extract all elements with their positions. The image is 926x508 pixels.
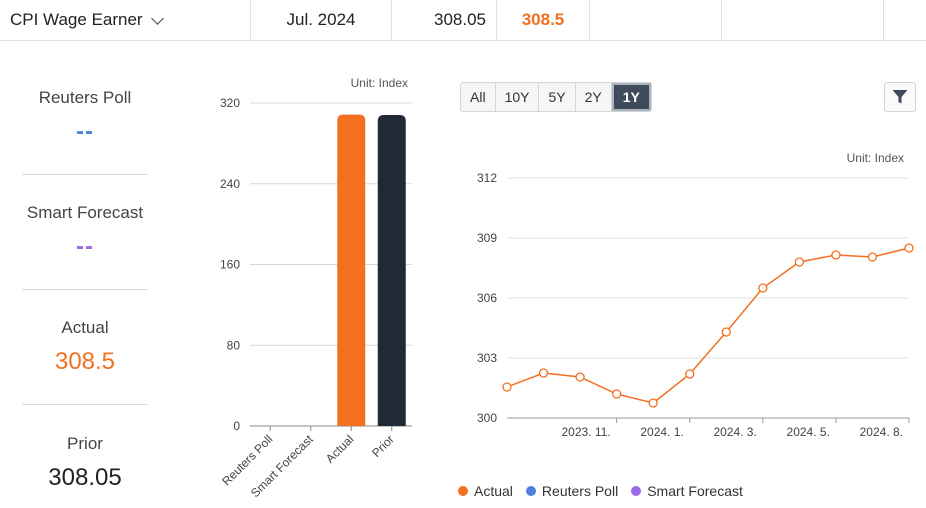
prior-value: 308.05 (434, 10, 486, 29)
bar-y-tick-label: 0 (233, 419, 240, 433)
line-point[interactable] (904, 243, 914, 253)
bar-y-tick-label: 160 (220, 258, 240, 272)
history-line-chart: Unit: Index 300 303 306 309 312 2023. 11. 2024.… (455, 140, 926, 440)
legend-label: Actual (474, 483, 513, 499)
summary-value: -- (76, 233, 94, 260)
summary-label: Prior (67, 433, 103, 453)
line-point[interactable] (794, 257, 805, 267)
legend-dot-icon (631, 486, 642, 496)
line-point[interactable] (721, 327, 731, 337)
filter-icon (892, 90, 908, 104)
summary-panel: Reuters Poll -- Smart Forecast -- Actual… (22, 60, 148, 508)
range-selector: All 10Y 5Y 2Y 1Y (460, 82, 652, 112)
summary-prior: Prior 308.05 (22, 405, 148, 508)
summary-label: Reuters Poll (38, 88, 132, 107)
range-button-1y[interactable]: 1Y (611, 83, 651, 111)
line-point[interactable] (831, 250, 841, 260)
chevron-down-icon[interactable] (150, 11, 164, 25)
indicator-header: CPI Wage Earner Jul. 2024 308.05 308.5 (0, 0, 926, 41)
summary-smart-forecast: Smart Forecast -- (22, 175, 148, 290)
line-point[interactable] (758, 283, 768, 293)
line-x-tick-label: 2024. 3. (713, 425, 756, 439)
legend-dot-icon (458, 486, 468, 496)
line-x-tick-label: 2024. 8. (860, 425, 903, 439)
bar-x-tick-label: Actual (323, 432, 356, 465)
period-cell: Jul. 2024 (251, 0, 392, 40)
line-unit-label: Unit: Index (847, 151, 904, 165)
line-point[interactable] (685, 369, 695, 379)
summary-value: 308.05 (48, 463, 122, 491)
legend-item-actual[interactable]: Actual (458, 483, 513, 499)
range-button-5y[interactable]: 5Y (539, 83, 576, 111)
summary-label: Smart Forecast (26, 203, 144, 222)
indicator-name[interactable]: CPI Wage Earner (10, 10, 143, 29)
line-y-tick-label: 306 (477, 291, 497, 305)
bar-y-tick-label: 80 (227, 338, 241, 352)
bar-actual[interactable] (337, 114, 366, 426)
summary-label: Actual (61, 318, 109, 337)
legend-item-smart-forecast[interactable]: Smart Forecast (631, 483, 743, 499)
bar-prior[interactable] (377, 115, 406, 427)
line-x-tick-label: 2024. 5. (787, 425, 830, 439)
line-y-tick-label: 300 (477, 411, 497, 425)
line-x-tick-label: 2023. 11. (561, 425, 610, 439)
line-y-tick-label: 309 (477, 231, 497, 245)
actual-cell: 308.5 (497, 0, 590, 40)
line-point[interactable] (575, 372, 585, 382)
range-button-2y[interactable]: 2Y (576, 83, 612, 111)
summary-reuters-poll: Reuters Poll -- (22, 60, 148, 175)
empty-cell (722, 0, 884, 40)
line-y-tick-label: 303 (477, 351, 497, 365)
summary-actual: Actual 308.5 (22, 290, 148, 405)
empty-cell (590, 0, 722, 40)
prior-cell: 308.05 (392, 0, 497, 40)
range-button-all[interactable]: All (461, 83, 496, 111)
line-chart-svg: Unit: Index 300 303 306 309 312 2023. 11. 2024.… (477, 151, 914, 439)
bar-unit-label: Unit: Index (351, 76, 408, 90)
line-point[interactable] (867, 252, 878, 262)
actual-value: 308.5 (521, 10, 565, 29)
line-y-tick-label: 312 (477, 171, 497, 185)
line-x-tick-label: 2024. 1. (640, 425, 683, 439)
summary-value: -- (76, 118, 94, 145)
range-button-10y[interactable]: 10Y (496, 83, 540, 111)
line-point[interactable] (611, 389, 622, 399)
legend-label: Reuters Poll (541, 483, 619, 499)
legend-dot-icon (525, 486, 536, 496)
legend-item-reuters-poll[interactable]: Reuters Poll (525, 483, 619, 499)
bar-x-tick-label: Prior (369, 432, 397, 460)
period-value: Jul. 2024 (286, 10, 356, 29)
line-point[interactable] (538, 368, 549, 378)
empty-cell (884, 0, 926, 40)
line-point[interactable] (648, 398, 658, 408)
legend-label: Smart Forecast (647, 483, 743, 499)
summary-value: 308.5 (54, 348, 116, 375)
indicator-selector[interactable]: CPI Wage Earner (0, 0, 251, 40)
filter-button[interactable] (884, 82, 916, 112)
chart-legend: Actual Reuters Poll Smart Forecast (458, 483, 756, 499)
line-point[interactable] (502, 382, 512, 392)
bar-y-tick-label: 240 (220, 177, 240, 191)
bar-y-tick-label: 320 (220, 96, 240, 110)
line-series-actual (506, 247, 910, 404)
comparison-bar-chart: Unit: Index 0 80 160 240 320 Reuters Poll Smart… (200, 70, 425, 508)
